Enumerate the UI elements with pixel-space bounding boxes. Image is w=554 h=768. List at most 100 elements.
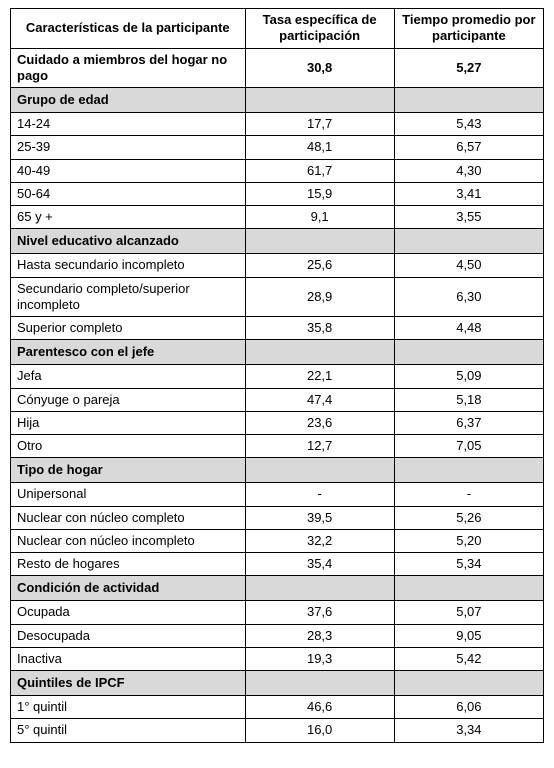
row-label: 65 y + — [11, 206, 246, 229]
row-rate — [245, 340, 394, 365]
row-rate: 61,7 — [245, 159, 394, 182]
table-row: Cuidado a miembros del hogar no pago30,8… — [11, 48, 544, 88]
row-rate — [245, 576, 394, 601]
row-time: 5,26 — [394, 506, 543, 529]
row-rate: 25,6 — [245, 254, 394, 277]
row-time: 5,20 — [394, 529, 543, 552]
row-label: Quintiles de IPCF — [11, 671, 246, 696]
row-label: 50-64 — [11, 182, 246, 205]
row-label: Cónyuge o pareja — [11, 388, 246, 411]
row-rate: 16,0 — [245, 719, 394, 742]
table-row: Quintiles de IPCF — [11, 671, 544, 696]
row-time: 6,57 — [394, 136, 543, 159]
row-time: - — [394, 483, 543, 506]
row-rate — [245, 458, 394, 483]
row-label: Hija — [11, 411, 246, 434]
row-time: 3,41 — [394, 182, 543, 205]
row-label: Condición de actividad — [11, 576, 246, 601]
table-row: Secundario completo/superior incompleto2… — [11, 277, 544, 317]
row-time: 5,34 — [394, 553, 543, 576]
row-rate: 17,7 — [245, 113, 394, 136]
row-time — [394, 576, 543, 601]
table-row: Tipo de hogar — [11, 458, 544, 483]
row-label: 25-39 — [11, 136, 246, 159]
row-time: 3,55 — [394, 206, 543, 229]
row-time: 5,09 — [394, 365, 543, 388]
row-label: 5° quintil — [11, 719, 246, 742]
table-row: Grupo de edad — [11, 88, 544, 113]
header-rate: Tasa específica de participación — [245, 9, 394, 49]
row-rate: 32,2 — [245, 529, 394, 552]
row-label: Nuclear con núcleo completo — [11, 506, 246, 529]
row-rate — [245, 229, 394, 254]
row-rate: 37,6 — [245, 601, 394, 624]
table-row: 14-2417,75,43 — [11, 113, 544, 136]
row-rate: 28,9 — [245, 277, 394, 317]
row-time: 5,07 — [394, 601, 543, 624]
table-container: Características de la participante Tasa … — [0, 0, 554, 751]
row-rate: 35,8 — [245, 317, 394, 340]
row-label: Inactiva — [11, 647, 246, 670]
row-rate: 12,7 — [245, 435, 394, 458]
row-label: Nuclear con núcleo incompleto — [11, 529, 246, 552]
row-time: 5,43 — [394, 113, 543, 136]
row-rate: 28,3 — [245, 624, 394, 647]
table-row: Nuclear con núcleo incompleto32,25,20 — [11, 529, 544, 552]
table-row: 1° quintil46,66,06 — [11, 696, 544, 719]
row-label: Parentesco con el jefe — [11, 340, 246, 365]
row-label: Grupo de edad — [11, 88, 246, 113]
table-row: 50-6415,93,41 — [11, 182, 544, 205]
row-rate: 48,1 — [245, 136, 394, 159]
row-rate: 23,6 — [245, 411, 394, 434]
row-time: 6,37 — [394, 411, 543, 434]
row-rate: 9,1 — [245, 206, 394, 229]
header-time: Tiempo promedio por participante — [394, 9, 543, 49]
row-label: Hasta secundario incompleto — [11, 254, 246, 277]
row-time: 5,18 — [394, 388, 543, 411]
row-label: Otro — [11, 435, 246, 458]
row-label: Ocupada — [11, 601, 246, 624]
row-time — [394, 229, 543, 254]
row-label: Nivel educativo alcanzado — [11, 229, 246, 254]
row-label: Tipo de hogar — [11, 458, 246, 483]
row-label: Cuidado a miembros del hogar no pago — [11, 48, 246, 88]
row-label: 14-24 — [11, 113, 246, 136]
table-row: Cónyuge o pareja47,45,18 — [11, 388, 544, 411]
table-row: Hija23,66,37 — [11, 411, 544, 434]
row-label: Superior completo — [11, 317, 246, 340]
row-time — [394, 340, 543, 365]
data-table: Características de la participante Tasa … — [10, 8, 544, 743]
row-label: Resto de hogares — [11, 553, 246, 576]
row-time: 5,42 — [394, 647, 543, 670]
row-time: 6,30 — [394, 277, 543, 317]
row-rate: - — [245, 483, 394, 506]
row-rate: 39,5 — [245, 506, 394, 529]
row-rate: 47,4 — [245, 388, 394, 411]
table-row: 65 y +9,13,55 — [11, 206, 544, 229]
table-row: Nivel educativo alcanzado — [11, 229, 544, 254]
table-row: Condición de actividad — [11, 576, 544, 601]
row-time: 5,27 — [394, 48, 543, 88]
table-row: Otro12,77,05 — [11, 435, 544, 458]
row-time: 6,06 — [394, 696, 543, 719]
table-row: Nuclear con núcleo completo39,55,26 — [11, 506, 544, 529]
row-label: Unipersonal — [11, 483, 246, 506]
table-row: Ocupada37,65,07 — [11, 601, 544, 624]
table-row: 40-4961,74,30 — [11, 159, 544, 182]
row-rate: 35,4 — [245, 553, 394, 576]
row-time: 9,05 — [394, 624, 543, 647]
row-time: 4,50 — [394, 254, 543, 277]
table-row: Desocupada28,39,05 — [11, 624, 544, 647]
table-row: Resto de hogares35,45,34 — [11, 553, 544, 576]
row-rate: 46,6 — [245, 696, 394, 719]
row-rate: 19,3 — [245, 647, 394, 670]
table-row: Superior completo35,84,48 — [11, 317, 544, 340]
row-label: Jefa — [11, 365, 246, 388]
table-row: 25-3948,16,57 — [11, 136, 544, 159]
row-time: 7,05 — [394, 435, 543, 458]
table-row: Parentesco con el jefe — [11, 340, 544, 365]
row-rate: 22,1 — [245, 365, 394, 388]
table-row: Unipersonal-- — [11, 483, 544, 506]
row-time — [394, 458, 543, 483]
row-time: 4,30 — [394, 159, 543, 182]
